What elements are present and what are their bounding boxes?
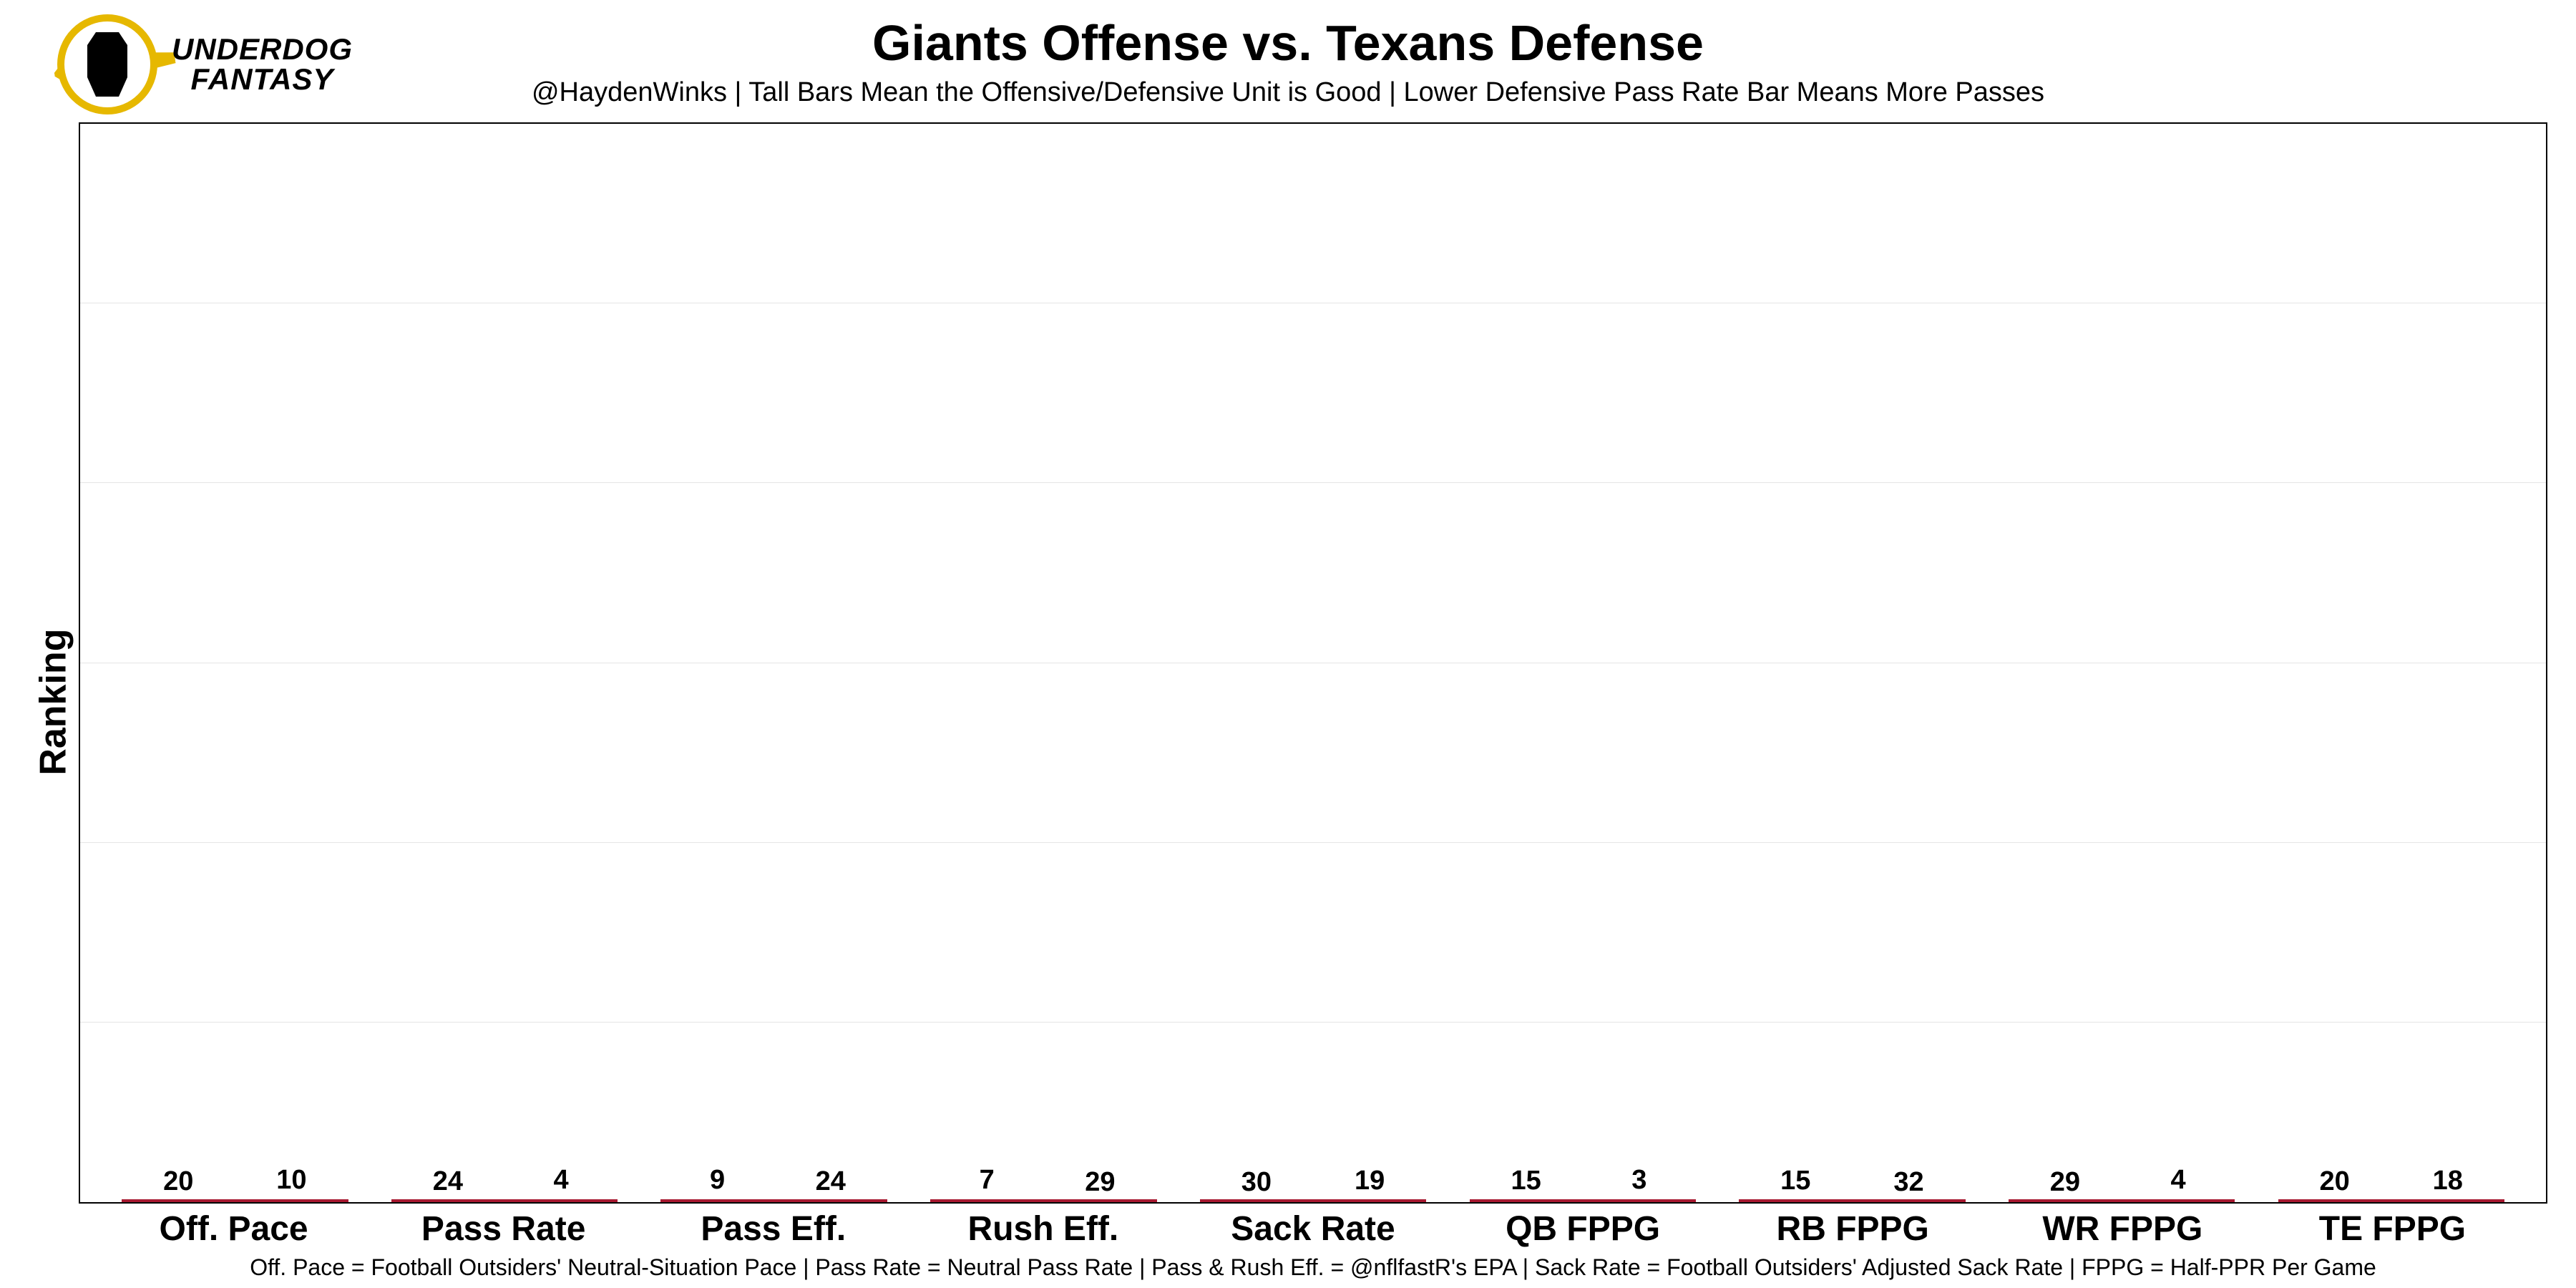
- bar-offense: [2009, 1199, 2122, 1202]
- logo-badge-icon: [57, 14, 157, 114]
- x-axis: Off. PacePass RatePass Eff.Rush Eff.Sack…: [79, 1209, 2547, 1249]
- bar-group: 2010: [100, 124, 370, 1202]
- x-tick-label: Pass Rate: [369, 1209, 638, 1249]
- brand-logo: UNDERDOG FANTASY: [57, 14, 353, 114]
- x-tick-label: Pass Eff.: [638, 1209, 908, 1249]
- bar-wrap: 29: [1043, 1199, 1156, 1202]
- chart-body: Ranking 2010244924729301915315322942018 …: [29, 122, 2547, 1281]
- bar-group: 244: [370, 124, 640, 1202]
- plot-area: 2010244924729301915315322942018 Off. Pac…: [79, 122, 2547, 1281]
- bar-group: 729: [909, 124, 1179, 1202]
- bar-value-label: 3: [1631, 1165, 1646, 1196]
- bar-value-label: 10: [276, 1165, 306, 1196]
- bar-value-label: 30: [1241, 1167, 1272, 1198]
- bar-wrap: 30: [1200, 1199, 1313, 1202]
- bar-wrap: 7: [930, 1199, 1043, 1202]
- bar-offense: [1200, 1199, 1313, 1202]
- bar-wrap: 29: [2009, 1199, 2122, 1202]
- x-tick-label: RB FPPG: [1718, 1209, 1988, 1249]
- bar-value-label: 4: [2171, 1165, 2186, 1196]
- logo-line-2: FANTASY: [172, 64, 353, 94]
- chart-subtitle: @HaydenWinks | Tall Bars Mean the Offens…: [29, 77, 2547, 108]
- x-tick-label: Off. Pace: [99, 1209, 369, 1249]
- bar-wrap: 24: [774, 1199, 887, 1202]
- bar-defense: [504, 1199, 618, 1202]
- bar-group: 3019: [1179, 124, 1448, 1202]
- bar-wrap: 32: [1852, 1199, 1965, 1202]
- bar-wrap: 24: [391, 1199, 504, 1202]
- bar-value-label: 29: [1085, 1167, 1115, 1198]
- bar-defense: [774, 1199, 887, 1202]
- bar-offense: [1470, 1199, 1583, 1202]
- bar-defense: [1852, 1199, 1965, 1202]
- bar-offense: [1739, 1199, 1852, 1202]
- bar-value-label: 19: [1355, 1166, 1385, 1196]
- bar-wrap: 15: [1470, 1199, 1583, 1202]
- bar-offense: [122, 1199, 235, 1202]
- bar-group: 294: [1987, 124, 2257, 1202]
- bar-value-label: 24: [433, 1166, 463, 1197]
- bar-wrap: 4: [2122, 1199, 2235, 1202]
- bar-defense: [1313, 1199, 1426, 1202]
- bar-wrap: 19: [1313, 1199, 1426, 1202]
- bar-offense: [930, 1199, 1043, 1202]
- bar-wrap: 4: [504, 1199, 618, 1202]
- bar-wrap: 18: [2391, 1199, 2504, 1202]
- logo-text: UNDERDOG FANTASY: [172, 34, 353, 94]
- bar-value-label: 15: [1780, 1166, 1810, 1196]
- x-tick-label: WR FPPG: [1988, 1209, 2258, 1249]
- bar-value-label: 24: [816, 1166, 846, 1197]
- bar-wrap: 20: [2278, 1199, 2391, 1202]
- footnote: Off. Pace = Football Outsiders' Neutral-…: [79, 1254, 2547, 1281]
- header: UNDERDOG FANTASY Giants Offense vs. Texa…: [29, 14, 2547, 108]
- bar-offense: [391, 1199, 504, 1202]
- y-axis-label-wrap: Ranking: [29, 122, 79, 1281]
- bar-offense: [660, 1199, 774, 1202]
- bar-wrap: 20: [122, 1199, 235, 1202]
- bar-value-label: 9: [710, 1165, 725, 1196]
- x-tick-label: Rush Eff.: [908, 1209, 1178, 1249]
- plot: 2010244924729301915315322942018: [79, 122, 2547, 1204]
- logo-line-1: UNDERDOG: [172, 34, 353, 64]
- bar-offense: [2278, 1199, 2391, 1202]
- bar-wrap: 9: [660, 1199, 774, 1202]
- bar-defense: [2122, 1199, 2235, 1202]
- bar-value-label: 20: [2319, 1166, 2349, 1197]
- bar-value-label: 7: [980, 1165, 995, 1196]
- y-axis-label: Ranking: [32, 628, 75, 775]
- bar-group: 1532: [1717, 124, 1987, 1202]
- bar-value-label: 15: [1511, 1166, 1541, 1196]
- bar-defense: [1583, 1199, 1696, 1202]
- bar-group: 153: [1448, 124, 1717, 1202]
- bar-value-label: 32: [1893, 1167, 1923, 1198]
- chart-title: Giants Offense vs. Texans Defense: [29, 14, 2547, 72]
- x-tick-label: TE FPPG: [2258, 1209, 2527, 1249]
- bar-defense: [2391, 1199, 2504, 1202]
- bar-wrap: 15: [1739, 1199, 1852, 1202]
- bar-group: 924: [639, 124, 909, 1202]
- bar-value-label: 20: [163, 1166, 193, 1197]
- x-tick-label: Sack Rate: [1178, 1209, 1448, 1249]
- bar-group: 2018: [2256, 124, 2526, 1202]
- bar-value-label: 29: [2050, 1167, 2080, 1198]
- x-tick-label: QB FPPG: [1448, 1209, 1718, 1249]
- bar-value-label: 18: [2433, 1166, 2463, 1196]
- bar-value-label: 4: [554, 1165, 569, 1196]
- bar-defense: [235, 1199, 348, 1202]
- bar-wrap: 10: [235, 1199, 348, 1202]
- bar-defense: [1043, 1199, 1156, 1202]
- bar-wrap: 3: [1583, 1199, 1696, 1202]
- chart-container: UNDERDOG FANTASY Giants Offense vs. Texa…: [0, 0, 2576, 1288]
